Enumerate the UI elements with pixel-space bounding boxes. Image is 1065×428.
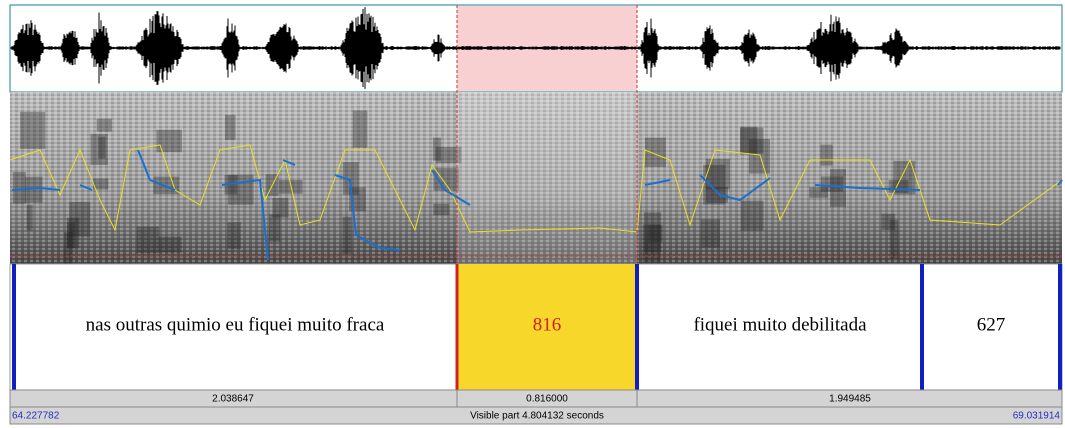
interval-text[interactable]: fiquei muito debilitada [693,314,867,335]
formant [227,222,240,248]
formant [353,110,368,147]
formant [740,128,763,154]
formant [98,137,105,159]
visible-duration: Visible part 4.804132 seconds [470,411,604,422]
duration: 0.816000 [526,394,568,405]
formant [156,130,182,152]
formant [159,237,182,253]
formant [433,204,449,215]
formant [97,119,112,132]
formant [644,212,661,251]
formant [27,205,33,231]
praat-editor: nas outras quimio eu fiquei muito fraca … [0,0,1065,428]
interval-text[interactable]: 816 [533,314,562,335]
formant [882,214,896,230]
formant [13,172,26,204]
formant [20,112,45,149]
formant [269,214,280,241]
end-time: 69.031914 [1013,411,1061,422]
formant [342,217,351,254]
page: nas outras quimio eu fiquei muito fraca … [0,0,1065,428]
interval-text[interactable]: 627 [977,314,1006,335]
duration: 2.038647 [212,394,254,405]
formant [225,115,236,140]
interval-text[interactable]: nas outras quimio eu fiquei muito fraca [86,314,385,335]
formant [820,145,832,166]
start-time: 64.227782 [12,411,60,422]
formant [64,232,73,264]
formant [153,177,179,195]
selection-spectrogram [457,92,637,264]
formant [645,138,666,167]
formant [701,219,720,247]
formant [272,198,288,218]
formant [137,227,160,253]
duration: 1.949485 [829,394,871,405]
formant [741,201,764,231]
